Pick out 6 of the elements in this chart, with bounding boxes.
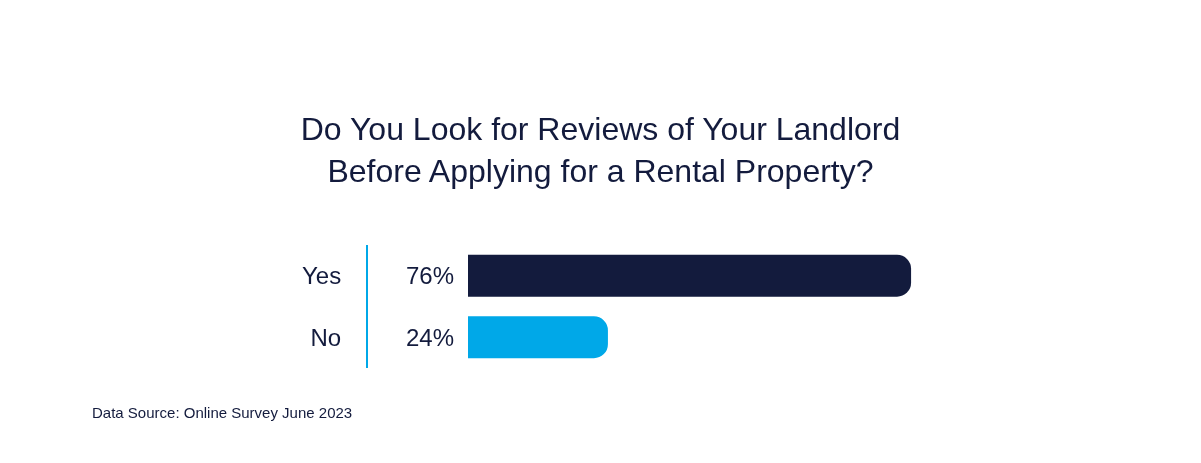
y-tick-label: Yes bbox=[302, 262, 342, 290]
source-note: Data Source: Online Survey June 2023 bbox=[92, 404, 353, 421]
data-label: 24% bbox=[406, 324, 455, 351]
y-tick-label: No bbox=[310, 323, 342, 351]
data-label: 76% bbox=[406, 262, 455, 289]
chart-title: Do You Look for Reviews of Your Landlord Before Applying for a Rental Property? bbox=[300, 111, 901, 189]
